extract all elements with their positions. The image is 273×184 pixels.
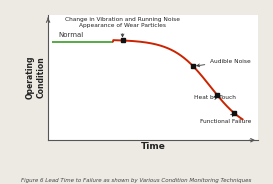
Y-axis label: Operating
Condition: Operating Condition — [26, 56, 45, 99]
Text: Figure 6 Lead Time to Failure as shown by Various Condition Monitoring Technique: Figure 6 Lead Time to Failure as shown b… — [21, 178, 252, 183]
Text: Normal: Normal — [58, 32, 84, 38]
Text: Change in Vibration and Running Noise
Appearance of Wear Particles: Change in Vibration and Running Noise Ap… — [65, 17, 180, 37]
X-axis label: Time: Time — [141, 142, 165, 151]
Text: Functional Failure: Functional Failure — [200, 114, 251, 124]
Text: Audible Noise: Audible Noise — [197, 59, 251, 67]
Text: Heat by Touch: Heat by Touch — [194, 95, 236, 100]
